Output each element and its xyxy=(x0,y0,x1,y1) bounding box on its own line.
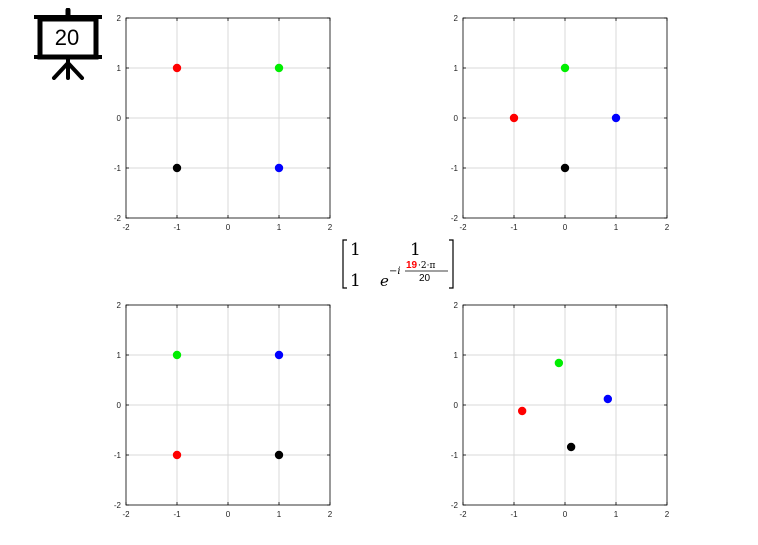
data-point xyxy=(172,163,182,173)
data-point xyxy=(611,113,621,123)
y-tick-label: -1 xyxy=(451,164,459,173)
y-tick-label: 0 xyxy=(117,114,122,123)
data-point xyxy=(172,450,182,460)
x-tick-label: 2 xyxy=(665,510,670,519)
x-tick-label: -2 xyxy=(459,223,467,232)
y-tick-label: 1 xyxy=(454,64,459,73)
x-tick-label: 1 xyxy=(614,510,619,519)
x-tick-label: -1 xyxy=(173,223,181,232)
x-tick-label: 0 xyxy=(563,510,568,519)
plot-svg: -2 -1 0 1 2 2 1 0 -1 -2 xyxy=(114,14,333,232)
matrix-entry-r1c2: 1 xyxy=(410,240,421,260)
x-tick-label: 2 xyxy=(328,223,333,232)
y-tick-label: -1 xyxy=(451,451,459,460)
exponential-base: e xyxy=(380,272,389,290)
x-tick-label: 1 xyxy=(277,223,282,232)
data-point xyxy=(172,350,182,360)
plot-svg: -2 -1 0 1 2 2 1 0 -1 -2 xyxy=(451,301,670,519)
data-point xyxy=(554,358,564,368)
dft-matrix-formula: 1 1 1 e −i 19 ·2·π 20 xyxy=(342,239,454,291)
y-tick-label: 0 xyxy=(117,401,122,410)
data-point xyxy=(603,394,613,404)
left-bracket xyxy=(342,239,347,289)
y-tick-label: 2 xyxy=(454,301,459,310)
data-point xyxy=(274,450,284,460)
y-tick-label: 2 xyxy=(117,301,122,310)
data-point xyxy=(566,442,576,452)
scatter-plot-top-right: -2 -1 0 1 2 2 1 0 -1 -2 xyxy=(437,8,697,258)
x-tick-label: 0 xyxy=(226,510,231,519)
y-tick-label: 0 xyxy=(454,401,459,410)
right-bracket xyxy=(449,239,454,289)
scatter-plot-bottom-left: -2 -1 0 1 2 2 1 0 -1 -2 xyxy=(100,295,360,545)
x-tick-label: 0 xyxy=(226,223,231,232)
data-point xyxy=(274,63,284,73)
matrix-entry-r1c1: 1 xyxy=(350,240,361,260)
x-tick-label: 2 xyxy=(328,510,333,519)
presentation-icon xyxy=(34,8,102,80)
numerator-rest: ·2·π xyxy=(418,261,435,271)
x-tick-label: -1 xyxy=(510,223,518,232)
y-tick-label: -2 xyxy=(114,214,122,223)
y-tick-label: 2 xyxy=(454,14,459,23)
x-tick-label: 1 xyxy=(614,223,619,232)
x-tick-label: -2 xyxy=(459,510,467,519)
matrix-entry-r2c1: 1 xyxy=(350,271,361,291)
x-tick-label: 0 xyxy=(563,223,568,232)
y-tick-label: 1 xyxy=(454,351,459,360)
x-tick-label: -2 xyxy=(122,510,130,519)
y-tick-label: -2 xyxy=(451,214,459,223)
y-tick-label: -1 xyxy=(114,451,122,460)
exponent-prefix: −i xyxy=(389,266,401,277)
data-point xyxy=(274,350,284,360)
x-tick-label: -2 xyxy=(122,223,130,232)
numerator-highlight: 19 xyxy=(406,260,418,271)
y-tick-label: 0 xyxy=(454,114,459,123)
x-tick-label: 2 xyxy=(665,223,670,232)
data-point xyxy=(560,63,570,73)
slide-number: 20 xyxy=(54,25,80,50)
y-tick-label: -2 xyxy=(114,501,122,510)
scatter-plot-bottom-right: -2 -1 0 1 2 2 1 0 -1 -2 xyxy=(437,295,697,545)
data-point xyxy=(509,113,519,123)
denominator: 20 xyxy=(419,273,431,284)
x-tick-label: -1 xyxy=(510,510,518,519)
x-tick-label: -1 xyxy=(173,510,181,519)
y-tick-label: 1 xyxy=(117,64,122,73)
data-point xyxy=(560,163,570,173)
y-tick-label: -2 xyxy=(451,501,459,510)
data-point xyxy=(172,63,182,73)
x-tick-label: 1 xyxy=(277,510,282,519)
y-tick-label: 1 xyxy=(117,351,122,360)
y-tick-label: 2 xyxy=(117,14,122,23)
plot-svg: -2 -1 0 1 2 2 1 0 -1 -2 xyxy=(451,14,670,232)
data-point xyxy=(274,163,284,173)
scatter-plot-top-left: -2 -1 0 1 2 2 1 0 -1 -2 xyxy=(100,8,360,258)
plot-svg: -2 -1 0 1 2 2 1 0 -1 -2 xyxy=(114,301,333,519)
data-point xyxy=(517,406,527,416)
y-tick-label: -1 xyxy=(114,164,122,173)
